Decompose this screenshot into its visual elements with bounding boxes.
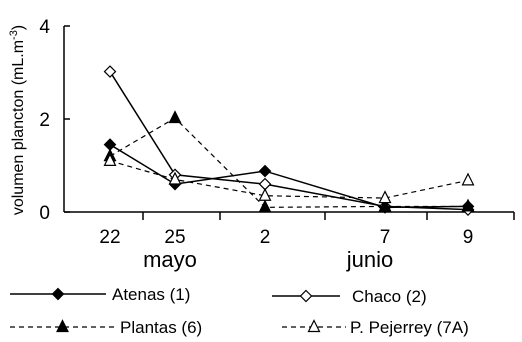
data-point [168,110,182,124]
legend-entry: P. Pejerrey (7A) [282,318,469,337]
legend-marker [51,287,65,301]
y-tick-label: 0 [39,203,50,224]
legend-label: P. Pejerrey (7A) [350,318,469,337]
month-label: mayo [143,247,197,272]
y-axis-label: volumen plancton (mL.m-3) [8,25,27,215]
data-point [258,199,272,213]
series-3 [103,110,475,213]
data-point [461,198,475,212]
legend-entry: Plantas (6) [10,318,202,337]
legend-label: Atenas (1) [112,285,190,304]
data-point [378,190,392,204]
axes [63,26,514,213]
legend-marker [299,289,313,303]
y-ticks: 0 2 4 [39,17,70,224]
x-tick-label: 7 [380,227,391,248]
legend-entry: Atenas (1) [10,285,190,304]
data-point [168,171,182,185]
series-layer [103,65,475,217]
series-line [109,117,468,208]
series-line [109,160,469,199]
x-tick-label: 25 [164,227,185,248]
x-tick-label: 2 [260,227,271,248]
legend-label: Plantas (6) [120,318,202,337]
data-point [258,164,272,178]
data-point [103,65,117,78]
x-ticks: 22 25 2 7 9 mayo junio [99,212,515,272]
data-point [378,198,392,212]
legend-marker [56,319,69,333]
legend-marker [307,319,321,333]
series-line [109,71,469,211]
data-point [461,172,475,186]
month-label: junio [346,247,393,272]
x-tick-label: 9 [463,227,474,248]
y-axis-label-close: ) [10,25,27,30]
data-point [103,153,117,166]
y-axis-label-superscript: -3 [8,30,20,40]
data-point [258,187,272,201]
y-tick-label: 2 [39,110,50,131]
y-tick-label: 4 [39,17,50,38]
legend-label: Chaco (2) [352,287,427,306]
legend: Atenas (1) Chaco (2) Plantas (6) P. Pejerre… [10,285,469,337]
legend-entry: Chaco (2) [272,287,427,306]
y-axis-label-main: volumen plancton (mL.m [10,40,27,215]
series-2 [103,65,475,217]
x-tick-label: 22 [99,227,120,248]
series-4 [103,153,475,204]
